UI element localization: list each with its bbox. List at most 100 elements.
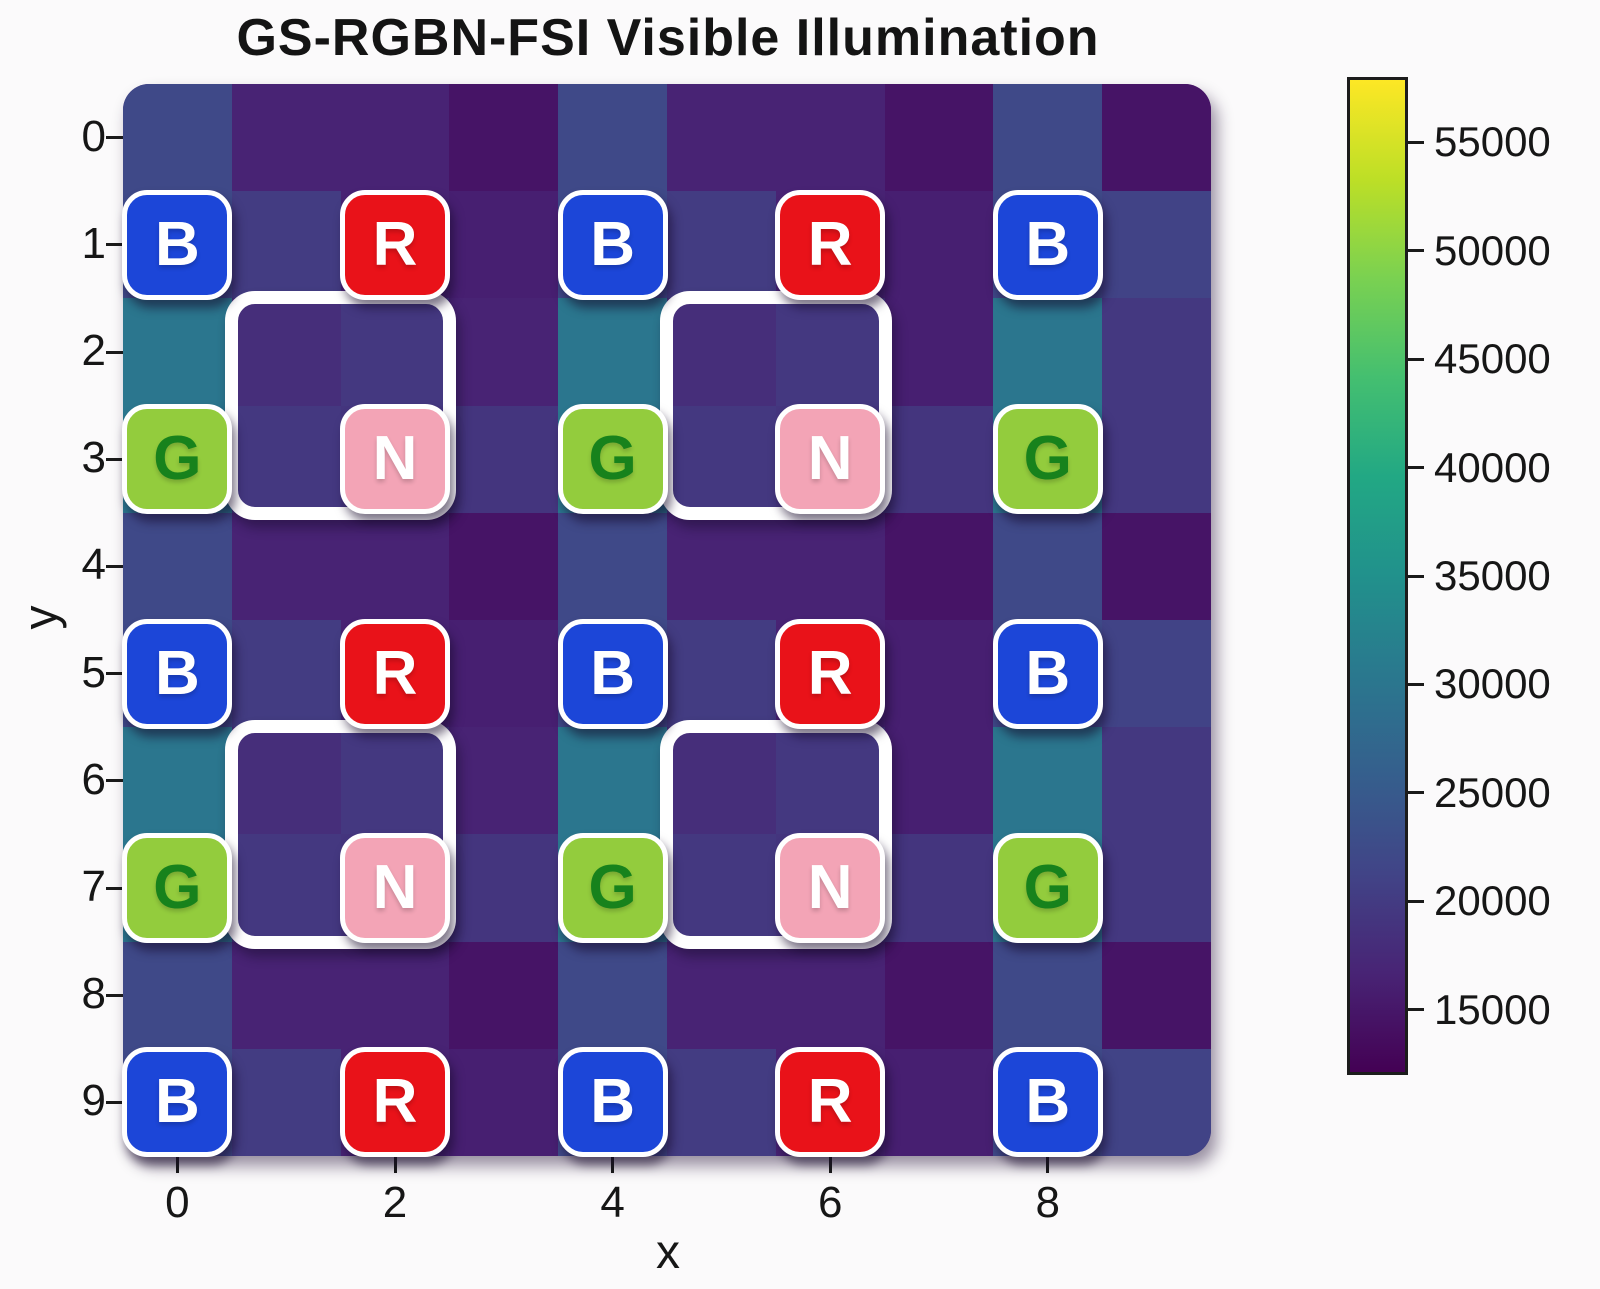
heatmap-cell (1102, 727, 1211, 836)
y-tick-label: 2 (81, 326, 106, 375)
heatmap-cell (1102, 620, 1211, 729)
badge-letter: N (807, 853, 853, 922)
heatmap-cell (449, 84, 560, 193)
heatmap-cell (884, 405, 995, 514)
y-tick-mark (106, 350, 123, 354)
heatmap-cell (884, 298, 995, 407)
heatmap-cell (884, 727, 995, 836)
heatmap-cell (123, 727, 233, 836)
heatmap-cell (1102, 834, 1211, 943)
y-tick-label: 6 (81, 754, 106, 804)
cfa-badge-g: G (122, 404, 233, 515)
heatmap-cell (340, 84, 451, 193)
badge-letter: B (155, 209, 200, 279)
heatmap-cell (775, 512, 886, 621)
heatmap-cell (123, 512, 233, 621)
cfa-badge-n: N (775, 833, 886, 943)
x-tick-mark (1046, 1156, 1050, 1173)
y-tick-mark (106, 779, 123, 783)
cfa-badge-b: B (122, 189, 233, 300)
heatmap-cell (667, 620, 777, 729)
heatmap-cell (449, 620, 560, 729)
y-tick-mark (106, 136, 123, 140)
y-tick-label: 0 (81, 111, 106, 161)
cfa-badge-b: B (557, 189, 668, 300)
cfa-badge-r: R (775, 618, 886, 729)
badge-letter: N (372, 424, 418, 494)
cfa-badge-b: B (992, 618, 1103, 729)
heatmap-cell (558, 727, 668, 836)
colorbar-tick-mark (1408, 899, 1424, 903)
badge-letter: B (155, 638, 200, 708)
heatmap-cell (231, 191, 342, 300)
badge-letter: G (588, 853, 637, 922)
heatmap-cell (1102, 1048, 1211, 1156)
badge-letter: G (1023, 853, 1072, 922)
colorbar-tick-mark (1408, 140, 1424, 144)
x-tick-mark (175, 1156, 179, 1173)
y-tick-label: 1 (81, 218, 106, 268)
x-axis-label: x (656, 1226, 680, 1279)
colorbar-tick-label: 55000 (1434, 118, 1551, 166)
badge-letter: B (590, 1067, 635, 1137)
heatmap-cell (231, 512, 342, 621)
heatmap-cell (449, 405, 560, 514)
heatmap-cell (449, 191, 560, 300)
y-tick-label: 5 (81, 647, 106, 697)
badge-letter: R (372, 638, 418, 708)
badge-letter: G (1023, 424, 1072, 494)
heatmap-cell (1102, 298, 1211, 407)
cfa-badge-g: G (992, 833, 1103, 943)
heatmap-cell (667, 941, 777, 1050)
y-tick-label: 8 (81, 969, 106, 1019)
colorbar-tick-mark (1408, 466, 1424, 470)
heatmap-cell (123, 84, 233, 193)
y-tick-mark (106, 457, 123, 461)
colorbar-tick-label: 50000 (1434, 226, 1551, 274)
heatmap-cell (558, 941, 668, 1050)
cfa-badge-b: B (992, 189, 1103, 300)
colorbar-tick-label: 20000 (1434, 877, 1551, 925)
y-tick-label: 7 (81, 862, 106, 911)
badge-letter: B (590, 209, 635, 279)
heatmap-cell (993, 727, 1104, 836)
heatmap-cell (1102, 191, 1211, 300)
heatmap-cell (993, 84, 1104, 193)
cfa-badge-b: B (122, 618, 233, 729)
heatmap-cell (667, 191, 777, 300)
cfa-badge-g: G (557, 833, 668, 943)
heatmap-cell (558, 298, 668, 407)
y-tick-mark (106, 886, 123, 890)
cfa-badge-g: G (557, 404, 668, 515)
badge-letter: B (590, 638, 635, 708)
heatmap-cell (558, 512, 668, 621)
heatmap-cell (1102, 512, 1211, 621)
colorbar-tick-mark (1408, 357, 1424, 361)
x-tick-label: 0 (165, 1178, 190, 1227)
colorbar-tick-label: 25000 (1434, 768, 1551, 816)
colorbar-tick-label: 30000 (1434, 660, 1551, 708)
colorbar-tick-mark (1408, 1008, 1424, 1012)
heatmap-cell (775, 84, 886, 193)
heatmap-cell (231, 1048, 342, 1156)
heatmap-cell (667, 512, 777, 621)
badge-letter: R (807, 209, 853, 279)
cfa-badge-b: B (992, 1047, 1103, 1158)
y-tick-mark (106, 243, 123, 247)
heatmap-cell (884, 191, 995, 300)
colorbar-tick-label: 15000 (1434, 985, 1551, 1033)
badge-letter: R (372, 209, 418, 279)
y-tick-label: 3 (81, 433, 106, 483)
heatmap-cell (884, 1048, 995, 1156)
x-tick-label: 8 (1035, 1178, 1061, 1227)
heatmap-cell (340, 941, 451, 1050)
heatmap-cell (884, 84, 995, 193)
heatmap-cell (884, 620, 995, 729)
heatmap-cell (884, 512, 995, 621)
badge-letter: R (372, 1067, 418, 1137)
cfa-badge-r: R (340, 189, 450, 300)
heatmap-cell (884, 941, 995, 1050)
x-tick-mark (828, 1156, 832, 1173)
cfa-badge-r: R (340, 1047, 450, 1158)
